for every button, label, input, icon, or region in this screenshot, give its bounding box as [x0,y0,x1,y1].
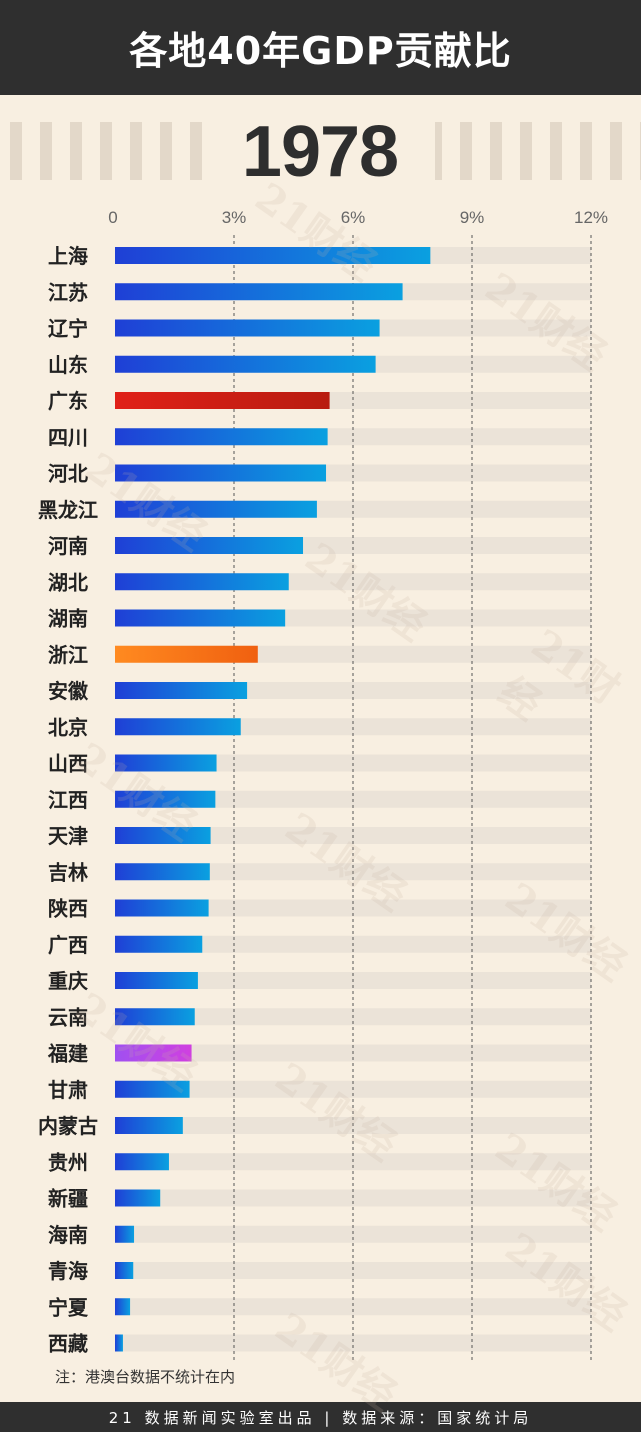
category-label: 天津 [48,824,88,848]
category-label: 吉林 [48,860,88,884]
bar [115,899,209,917]
category-label: 新疆 [48,1187,88,1211]
bar [115,1225,135,1243]
category-label: 福建 [47,1042,88,1066]
category-label: 青海 [48,1259,88,1283]
bar [115,355,376,373]
bar-track [115,1262,591,1279]
bar-track [115,1298,591,1316]
bar-track [115,1334,591,1352]
stripe [70,122,82,180]
category-label: 内蒙古 [38,1114,98,1138]
bar [115,464,327,482]
category-label: 河北 [48,462,88,486]
bar [115,1298,131,1316]
stripe [10,122,22,180]
bar [115,392,330,409]
stripe [100,122,112,180]
footnote: 注：港澳台数据不统计在内 [55,1368,236,1386]
category-label: 广东 [48,389,88,413]
category-label: 辽宁 [48,317,88,341]
bar [115,1334,123,1352]
stripe [610,122,622,180]
footer-credit: 21 数据新闻实验室出品 | 数据来源：国家统计局 [108,1408,533,1427]
bar [115,645,258,663]
bar [115,609,286,627]
category-label: 甘肃 [48,1078,88,1102]
category-label: 江西 [48,788,88,812]
chart-title-bar: 各地40年GDP贡献比 [0,0,641,95]
category-label: 海南 [48,1223,88,1247]
year-box: 1978 [205,112,435,192]
stripe [130,122,142,180]
stripe [190,122,202,180]
x-tick-label: 6% [341,208,366,227]
category-label: 湖北 [48,570,88,594]
category-label: 安徽 [48,679,89,703]
bar [115,573,289,591]
category-label: 湖南 [48,607,88,631]
bar [115,428,328,446]
stripe [40,122,52,180]
chart-title: 各地40年GDP贡献比 [129,29,512,73]
category-label: 四川 [48,425,88,449]
category-label: 云南 [48,1005,88,1029]
bar [115,1117,183,1134]
bar [115,537,304,554]
bar [115,247,431,264]
category-label: 河南 [48,534,88,558]
bar-chart: 0 3% 6% 9% 12% 上海江苏辽宁山东广东四川河北黑龙江河南湖北湖南浙江安徽北京山… [0,195,641,1360]
x-tick-label: 12% [574,208,608,227]
category-label: 山东 [48,353,88,377]
footer-bar: 21 数据新闻实验室出品 | 数据来源：国家统计局 [0,1402,641,1432]
bar [115,718,241,736]
stripe [160,122,172,180]
x-tick-label: 3% [222,208,247,227]
bar [115,682,248,699]
category-label: 山西 [48,752,88,776]
category-label: 广西 [48,933,88,957]
category-label: 上海 [48,244,88,268]
category-label: 北京 [48,715,88,739]
bar [115,319,380,337]
bar [115,1262,134,1279]
stripe [490,122,502,180]
bar [115,972,198,989]
chart-svg: 0 3% 6% 9% 12% 上海江苏辽宁山东广东四川河北黑龙江河南湖北湖南浙江安徽北京山… [38,208,608,1360]
bar [115,935,203,953]
bar [115,1044,192,1062]
category-label: 江苏 [48,280,88,304]
category-label: 重庆 [48,969,88,993]
category-label: 陕西 [48,897,88,921]
bar [115,500,317,518]
category-label: 宁夏 [48,1295,89,1319]
bar [115,1080,190,1098]
x-tick-label: 0 [108,208,117,227]
category-label: 贵州 [48,1150,88,1174]
stripe [550,122,562,180]
bar [115,754,217,772]
category-label: 浙江 [48,643,88,667]
bar-track [115,1225,591,1243]
bar [115,283,403,301]
stripe [520,122,532,180]
year-label: 1978 [241,112,399,192]
category-label: 西藏 [48,1332,88,1356]
stripe [460,122,472,180]
bar [115,790,216,808]
category-label: 黑龙江 [38,498,98,522]
bar [115,1153,169,1171]
stripe [580,122,592,180]
bar [115,1189,161,1207]
bar [115,863,210,881]
x-tick-label: 9% [460,208,485,227]
bar [115,827,211,844]
bar [115,1008,195,1026]
